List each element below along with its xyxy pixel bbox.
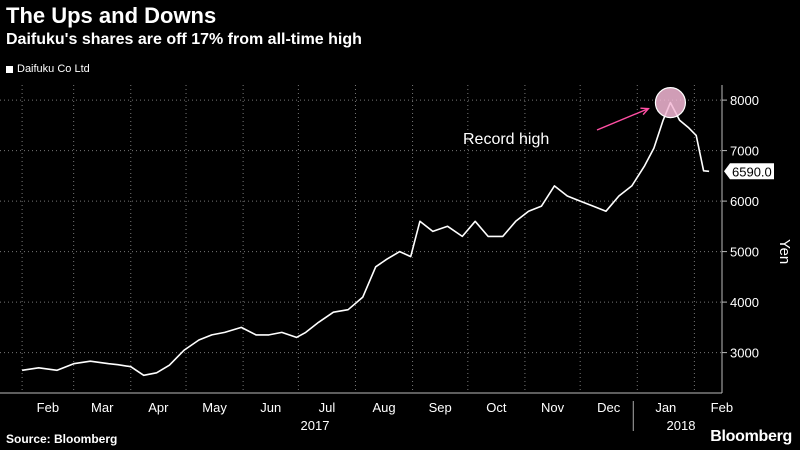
y-tick-label: 3000 <box>730 346 759 361</box>
record-high-label: Record high <box>463 131 549 148</box>
x-tick-label: Jul <box>319 400 336 415</box>
y-tick-label: 5000 <box>730 245 759 260</box>
x-tick-label: Mar <box>91 400 114 415</box>
bloomberg-logo: Bloomberg <box>710 428 792 445</box>
y-axis: 3000 4000 5000 6000 7000 8000 Yen 6590.0 <box>721 85 793 393</box>
x-tick-label: Apr <box>148 400 169 415</box>
x-tick-label: Feb <box>37 400 59 415</box>
x-tick-label: Dec <box>597 400 621 415</box>
annotation: Record high <box>463 87 687 148</box>
x-axis: Feb Mar Apr May Jun Jul Aug Sep Oct Nov Dec Jan Feb 2… <box>0 392 733 433</box>
legend-label: Daifuku Co Ltd <box>17 63 90 75</box>
record-high-arrow <box>596 107 649 131</box>
y-axis-label: Yen <box>776 239 793 264</box>
y-tick-label: 6000 <box>730 194 759 209</box>
year-label-2018: 2018 <box>667 418 696 433</box>
plot-area <box>21 101 710 377</box>
y-tick-label: 7000 <box>730 144 759 159</box>
x-tick-label: Sep <box>429 400 452 415</box>
x-tick-label: Feb <box>711 400 733 415</box>
x-tick-label: Nov <box>541 400 565 415</box>
x-tick-label: May <box>202 400 227 415</box>
last-value-label: 6590.0 <box>732 164 772 179</box>
y-tick-label: 8000 <box>730 93 759 108</box>
source-note: Source: Bloomberg <box>6 432 118 446</box>
chart-title: The Ups and Downs <box>6 3 217 28</box>
grid <box>0 85 722 393</box>
x-tick-label: Jan <box>655 400 676 415</box>
series-line-daifuku <box>21 101 710 377</box>
chart-subtitle: Daifuku's shares are off 17% from all-ti… <box>6 31 362 48</box>
x-tick-label: Oct <box>486 400 507 415</box>
y-tick-label: 4000 <box>730 295 759 310</box>
legend-swatch <box>6 65 13 73</box>
legend: Daifuku Co Ltd <box>6 63 90 75</box>
record-high-arrowhead <box>640 107 650 116</box>
record-high-marker <box>654 87 687 119</box>
last-value-box <box>724 163 774 180</box>
x-tick-label: Aug <box>372 400 395 415</box>
x-tick-label: Jun <box>260 400 281 415</box>
year-label-2017: 2017 <box>301 418 330 433</box>
